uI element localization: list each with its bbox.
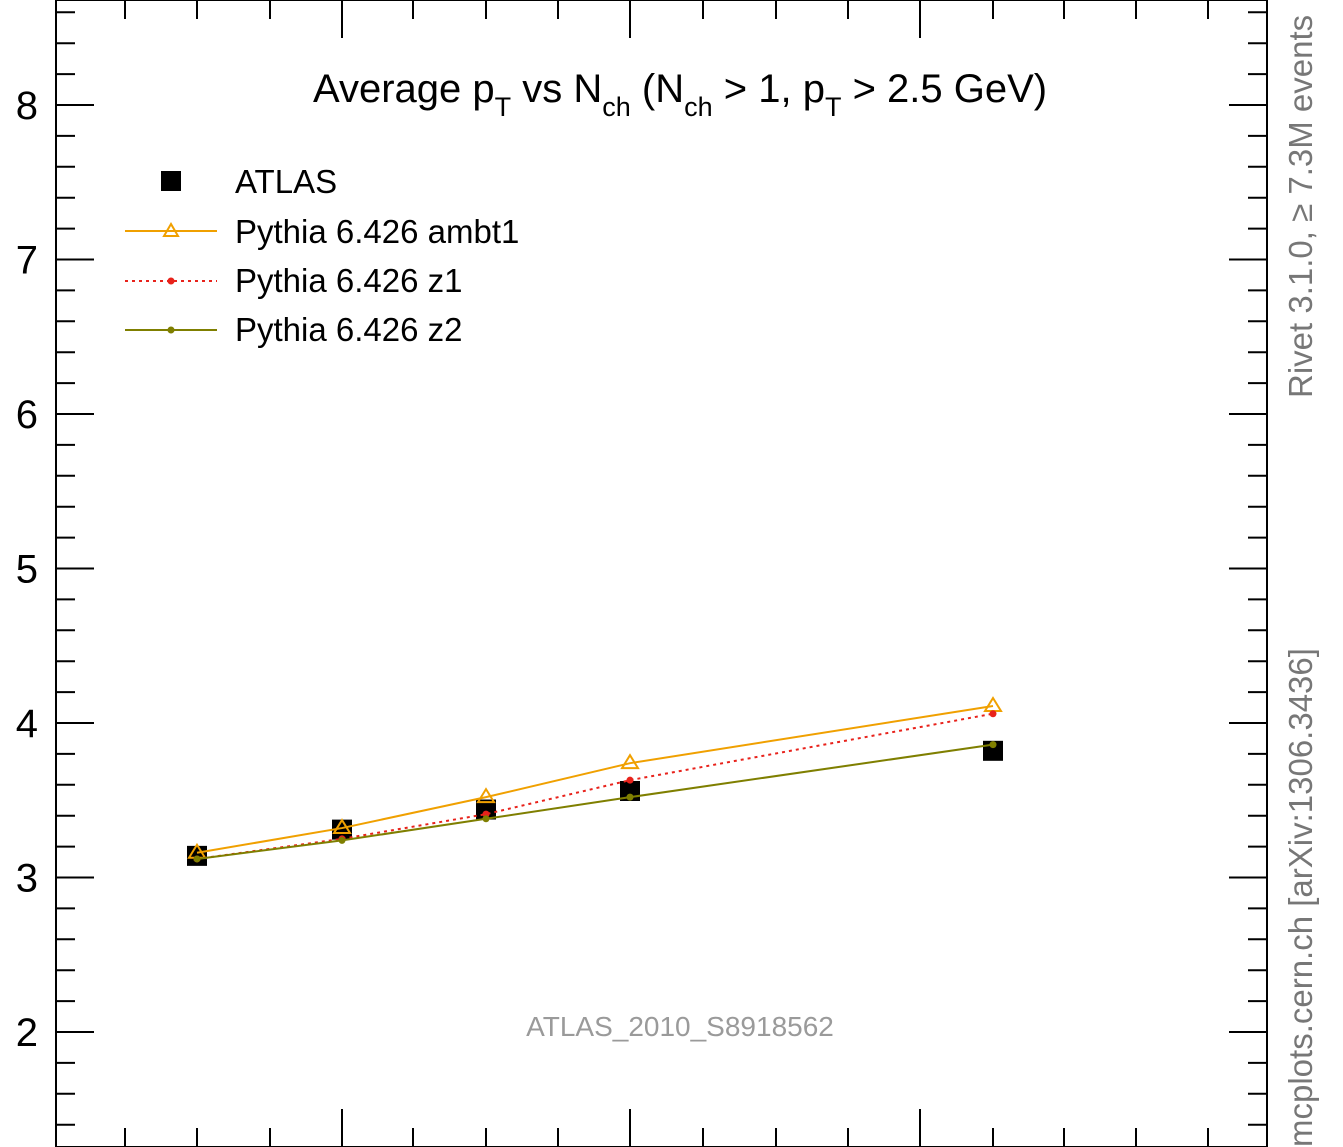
series-line-pythia-6-426-ambt1 bbox=[196, 705, 994, 854]
rivet-info-label: Rivet 3.1.0, ≥ 7.3M events bbox=[1282, 15, 1319, 398]
series-layer bbox=[187, 696, 1003, 866]
series-point-pythia-6-426-z2 bbox=[193, 855, 201, 863]
series-point-pythia-6-426-z2 bbox=[482, 815, 490, 823]
series-line-pythia-6-426-z1 bbox=[196, 712, 994, 860]
series-point-pythia-6-426-ambt1 bbox=[476, 787, 496, 804]
legend-label-ambt1: Pythia 6.426 ambt1 bbox=[235, 213, 519, 250]
mcplots-source-label: mcplots.cern.ch [arXiv:1306.3436] bbox=[1282, 648, 1319, 1147]
series-point-pythia-6-426-z1 bbox=[626, 776, 634, 784]
y-tick-label: 3 bbox=[16, 857, 38, 901]
series-point-pythia-6-426-ambt1 bbox=[983, 696, 1003, 713]
y-tick-label: 5 bbox=[16, 548, 38, 592]
series-point-pythia-6-426-ambt1 bbox=[620, 753, 640, 770]
legend-label-atlas: ATLAS bbox=[235, 163, 337, 200]
legend-marker-z2 bbox=[167, 326, 175, 334]
plot-frame bbox=[55, 0, 1268, 1147]
series-point-pythia-6-426-ambt1 bbox=[332, 818, 352, 835]
y-tick-label: 2 bbox=[16, 1011, 38, 1055]
series-point-pythia-6-426-z2 bbox=[989, 741, 997, 749]
chart-title: Average pT vs Nch (Nch > 1, pT > 2.5 GeV… bbox=[313, 67, 1047, 122]
y-tick-label: 8 bbox=[16, 84, 38, 128]
y-axis: 2 3 4 5 6 7 8 bbox=[16, 11, 1267, 1126]
y-tick-label: 6 bbox=[16, 393, 38, 437]
legend-label-z2: Pythia 6.426 z2 bbox=[235, 311, 463, 348]
legend-marker-ambt1 bbox=[162, 222, 180, 237]
series-point-pythia-6-426-z2 bbox=[626, 793, 634, 801]
x-axis bbox=[55, 0, 1209, 1147]
y-tick-label: 4 bbox=[16, 702, 38, 746]
series-point-pythia-6-426-z2 bbox=[338, 836, 346, 844]
legend-marker-z1 bbox=[167, 277, 175, 285]
legend: ATLAS Pythia 6.426 ambt1 Pythia 6.426 z1… bbox=[125, 163, 519, 348]
analysis-watermark: ATLAS_2010_S8918562 bbox=[526, 1011, 834, 1042]
series-point-pythia-6-426-z1 bbox=[989, 710, 997, 718]
legend-marker-atlas bbox=[161, 171, 181, 191]
legend-label-z1: Pythia 6.426 z1 bbox=[235, 262, 463, 299]
atlas-data-point bbox=[332, 819, 352, 840]
y-tick-label: 7 bbox=[16, 239, 38, 283]
